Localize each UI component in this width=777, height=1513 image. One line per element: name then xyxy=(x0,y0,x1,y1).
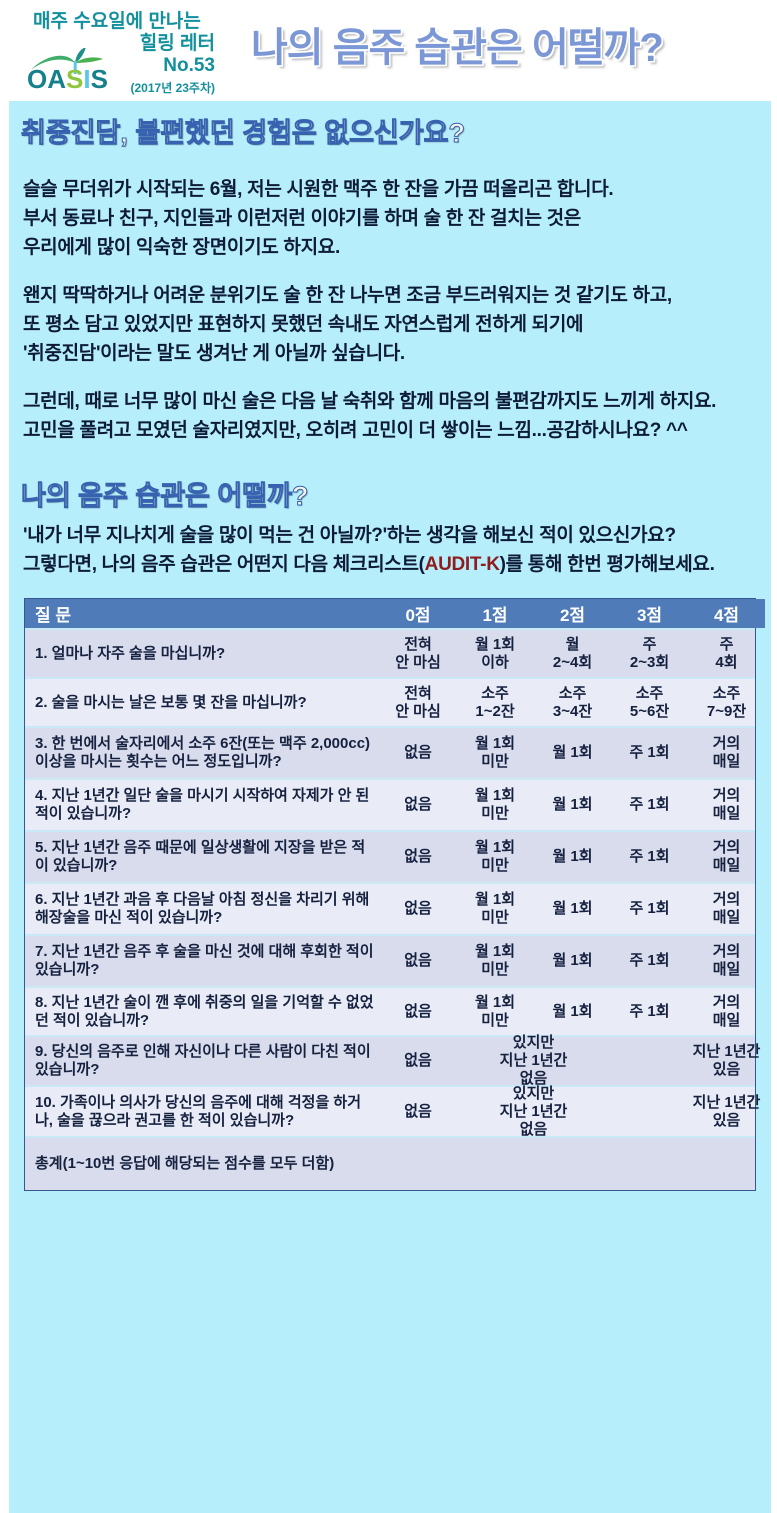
svg-text:OASIS: OASIS xyxy=(27,64,108,92)
